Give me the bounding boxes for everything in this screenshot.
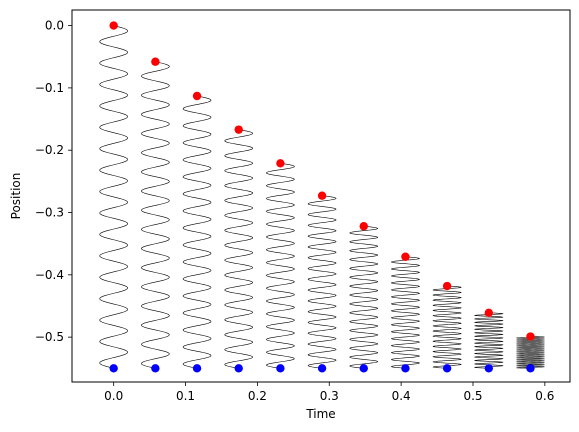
anchor-point-0 xyxy=(109,364,118,373)
mass-point-4 xyxy=(276,159,285,168)
y-tick-label-2: −0.2 xyxy=(35,143,64,157)
mass-point-0 xyxy=(109,21,118,30)
x-tick-label-5: 0.5 xyxy=(463,389,482,403)
mass-point-2 xyxy=(192,91,202,101)
y-axis: 0.0 −0.1 −0.2 −0.3 −0.4 −0.5 xyxy=(35,19,72,344)
anchor-point-7 xyxy=(401,364,410,373)
plot-area xyxy=(99,21,545,373)
y-tick-label-3: −0.3 xyxy=(35,206,64,220)
x-axis: 0.0 0.1 0.2 0.3 0.4 0.5 0.6 xyxy=(104,382,554,403)
mass-point-9 xyxy=(484,308,493,318)
anchor-point-9 xyxy=(484,364,493,373)
anchor-point-6 xyxy=(359,364,368,373)
y-axis-label: Position xyxy=(9,173,23,220)
y-tick-label-1: −0.1 xyxy=(35,81,64,95)
y-tick-label-4: −0.4 xyxy=(35,268,64,282)
x-tick-label-3: 0.3 xyxy=(320,389,339,403)
y-tick-label-5: −0.5 xyxy=(35,330,64,344)
spring-7 xyxy=(390,256,420,369)
mass-point-8 xyxy=(442,281,452,291)
anchor-point-4 xyxy=(276,364,285,373)
mass-point-3 xyxy=(234,125,243,134)
mass-point-1 xyxy=(151,57,160,66)
spring-9 xyxy=(474,312,504,369)
anchor-point-1 xyxy=(151,364,160,373)
mass-point-7 xyxy=(401,252,410,261)
mass-point-6 xyxy=(359,222,368,231)
mass-point-10 xyxy=(526,332,535,341)
spring-0 xyxy=(99,25,128,369)
spring-8 xyxy=(432,285,462,369)
spring-5 xyxy=(307,195,337,369)
anchor-point-8 xyxy=(442,364,452,373)
anchor-point-3 xyxy=(234,364,243,373)
spring-1 xyxy=(141,61,170,369)
spring-3 xyxy=(224,129,254,369)
spring-2 xyxy=(182,95,212,369)
spring-4 xyxy=(266,162,295,369)
anchor-point-5 xyxy=(317,364,327,373)
x-axis-label: Time xyxy=(305,407,335,421)
spring-6 xyxy=(349,225,379,369)
anchor-point-2 xyxy=(192,364,202,373)
mass-point-5 xyxy=(317,191,327,200)
plot-frame xyxy=(71,9,571,383)
x-tick-label-0: 0.0 xyxy=(104,389,123,403)
x-tick-label-6: 0.6 xyxy=(535,389,554,403)
x-tick-label-1: 0.1 xyxy=(176,389,195,403)
y-tick-label-0: 0.0 xyxy=(45,19,64,33)
anchor-point-10 xyxy=(526,364,535,373)
spring-10 xyxy=(516,336,545,369)
x-tick-label-4: 0.4 xyxy=(392,389,411,403)
x-tick-label-2: 0.2 xyxy=(248,389,267,403)
